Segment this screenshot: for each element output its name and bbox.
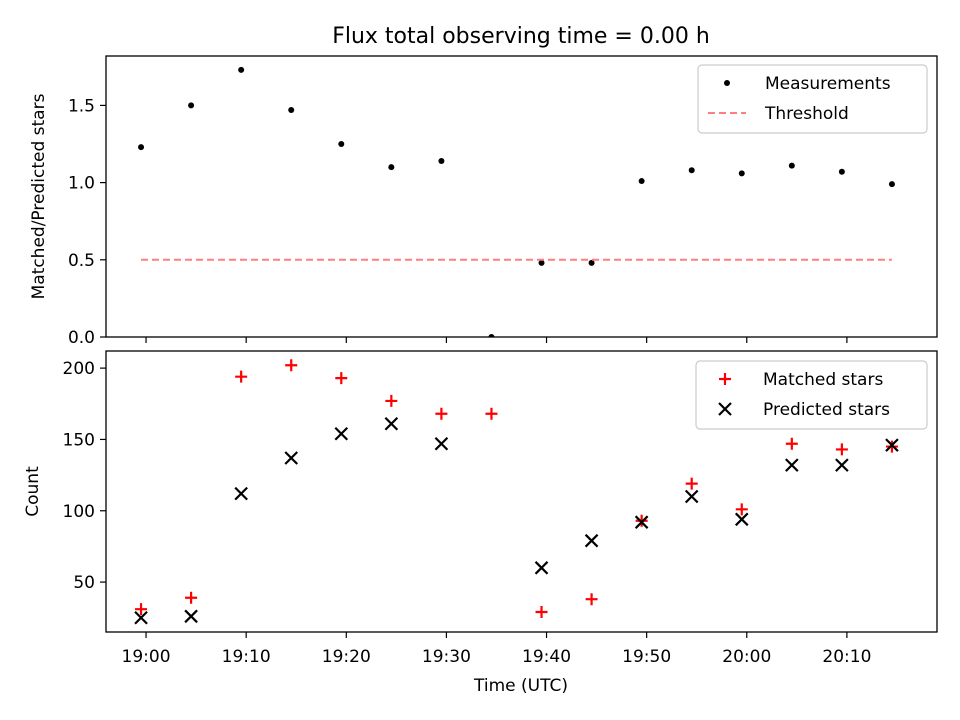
measurement-point: 20:09:30 : 1.07 — [838, 168, 845, 175]
y-tick-label: 1.5 — [68, 96, 95, 116]
measurement-point: 19:09:30 : 1.73 — [238, 66, 245, 73]
legend-marker-matched — [719, 373, 731, 385]
legend-marker-predicted — [718, 402, 732, 416]
measurement-point: 19:19:30 : 1.25 — [338, 141, 345, 148]
x-tick-label: 19:00 — [122, 647, 171, 667]
predicted-stars-point: 20:09:30 : 132 — [835, 458, 849, 472]
measurement-point: 20:14:30 : 0.99 — [888, 181, 895, 188]
matched-stars-point: 19:39:30 : 29 — [535, 606, 548, 619]
measurement-point: 19:54:30 : 1.08 — [688, 167, 695, 174]
y-tick-label: 100 — [63, 502, 95, 522]
matched-stars-point: 19:04:30 : 39 — [185, 591, 198, 604]
measurement-point: 19:14:30 : 1.47 — [288, 107, 295, 114]
predicted-stars-point: 20:14:30 : 146 — [885, 438, 899, 452]
measurement-point: 19:29:30 : 1.14 — [438, 157, 445, 164]
y-tick-label: 200 — [63, 359, 95, 379]
x-tick-label: 19:20 — [322, 647, 371, 667]
matched-stars-point: 19:59:30 : 101 — [735, 503, 748, 516]
matched-stars-point: 19:44:30 : 38 — [585, 593, 598, 606]
plot-area: 18:59:30 : 1.23 19:04:30 : 1.50 19:09:30 :… — [138, 66, 895, 337]
predicted-stars-point: 19:04:30 : 26 — [184, 609, 198, 624]
legend-box — [695, 360, 928, 430]
top-panel: 0.0 0.5 1.0 1.5 Matched/Predicted stars 18:59… — [29, 55, 938, 348]
matched-stars-point: 20:09:30 : 143 — [835, 443, 848, 456]
x-tick-label: 19:50 — [622, 647, 671, 667]
legend-marker-measurements — [724, 80, 730, 86]
x-tick-label: 19:10 — [222, 647, 271, 667]
x-tick-label: 20:10 — [822, 647, 871, 667]
measurement-point: 18:59:30 : 1.23 — [138, 144, 145, 151]
predicted-stars-point: 19:44:30 : 79 — [584, 533, 599, 548]
x-tick-label: 19:30 — [422, 647, 471, 667]
predicted-stars-point: 19:09:30 : 112 — [234, 486, 248, 501]
measurement-point: 19:39:30 : 0.48 — [538, 259, 545, 266]
predicted-stars-point: 19:54:30 : 110 — [684, 489, 699, 504]
legend: Matched stars Predicted stars — [695, 360, 928, 430]
predicted-stars-point: 18:59:30 : 25 — [134, 610, 148, 625]
matched-stars-point: 19:14:30 : 202 — [285, 359, 298, 372]
plot-area: 18:59:30 : 31 19:04:30 : 39 19:09:30 : 194… — [134, 359, 899, 625]
measurement-point: 19:49:30 : 1.01 — [638, 178, 645, 185]
matched-stars-point: 19:24:30 : 177 — [385, 394, 398, 407]
measurement-point: 19:44:30 : 0.48 — [588, 259, 595, 266]
legend-label: Predicted stars — [763, 400, 890, 420]
predicted-stars-point: 19:59:30 : 94 — [734, 512, 749, 527]
y-tick-label: 150 — [63, 430, 95, 450]
y-tick-label: 0.5 — [68, 251, 95, 271]
legend-label: Matched stars — [763, 370, 883, 390]
matched-stars-point: 20:04:30 : 147 — [785, 437, 798, 450]
predicted-stars-point: 19:29:30 : 147 — [434, 436, 449, 451]
predicted-stars-point: 19:14:30 : 137 — [284, 451, 299, 465]
measurement-point: 19:04:30 : 1.50 — [188, 102, 195, 109]
bottom-panel: 50 100 150 200 19:00 19:10 19:20 19:30 19:40 19:5… — [23, 350, 938, 667]
matched-stars-point: 19:29:30 : 168 — [435, 407, 448, 420]
y-axis-label: Count — [23, 466, 43, 517]
axes-frame — [105, 350, 938, 633]
x-tick-label: 19:40 — [522, 647, 571, 667]
y-tick-label: 50 — [73, 573, 95, 593]
predicted-stars-point: 19:49:30 : 92 — [634, 515, 649, 529]
y-tick-label: 1.0 — [68, 174, 95, 194]
chart-title: Flux total observing time = 0.00 h — [332, 24, 710, 49]
matched-stars-point: 19:09:30 : 194 — [235, 370, 248, 383]
predicted-stars-point: 19:39:30 : 60 — [534, 561, 549, 575]
x-tick-label: 20:00 — [722, 647, 771, 667]
matched-stars-point: 19:54:30 : 119 — [685, 477, 698, 490]
legend-label: Measurements — [765, 74, 891, 94]
axes-frame — [105, 55, 938, 338]
measurement-point: 19:34:30 : 0 — [488, 334, 495, 337]
legend: Measurements Threshold — [697, 64, 928, 134]
matched-stars-point: 18:59:30 : 31 — [135, 603, 148, 616]
matched-stars-point: 19:19:30 : 193 — [335, 372, 348, 385]
legend-box — [697, 64, 928, 134]
x-axis-label: Time (UTC) — [473, 676, 568, 696]
measurement-point: 19:24:30 : 1.10 — [388, 164, 395, 171]
legend-label: Threshold — [764, 104, 849, 124]
predicted-stars-point: 20:04:30 : 132 — [785, 458, 799, 472]
measurement-point: 19:59:30 : 1.06 — [738, 170, 745, 177]
predicted-stars-point: 19:24:30 : 161 — [384, 416, 399, 431]
predicted-stars-point: 19:19:30 : 154 — [334, 426, 349, 441]
y-axis-label: Matched/Predicted stars — [29, 93, 49, 299]
matched-stars-point: 19:34:30 : 168 — [485, 407, 498, 420]
measurement-point: 20:04:30 : 1.11 — [788, 162, 795, 169]
y-tick-label: 0.0 — [68, 328, 95, 348]
